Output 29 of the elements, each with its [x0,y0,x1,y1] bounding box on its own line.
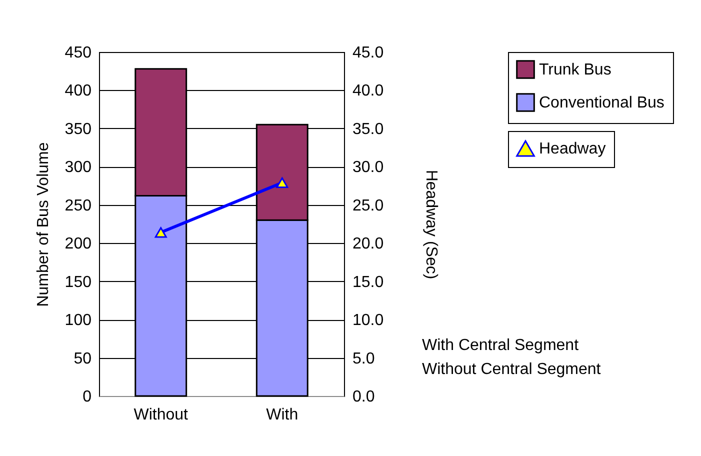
y-tick-label: 0 [82,388,92,406]
y-tick-label: 450 [64,44,92,62]
y-tick-label: 50 [74,350,92,368]
y2-tick-label: 45.0 [352,44,384,62]
y-tick-label: 300 [64,159,92,176]
y-tick-label: 150 [64,274,92,291]
text: Without Central Segment [422,361,602,378]
y2-tick-label: 10.0 [352,312,384,330]
y-tick-label: 200 [64,236,92,253]
y2-tick-label: 35.0 [352,120,384,138]
y2-tick-label: 40.0 [352,82,384,100]
y-axis-title: Number of Bus Volume [34,142,52,307]
text: With Central Segment [422,337,580,354]
x-tick-label: With [266,406,298,424]
y-tick-label: 250 [64,197,92,214]
y2-tick-label: 5.0 [352,350,375,368]
x-tick-label: Without [134,406,189,424]
legend-label: Trunk Bus [539,62,612,78]
y2-tick-label: 30.0 [352,159,384,176]
y-tick-label: 350 [64,120,92,138]
y2-axis-title: Headway (Sec) [422,170,440,280]
y-tick-label: 400 [64,82,92,100]
y2-tick-label: 25.0 [352,197,384,214]
y2-tick-label: 20.0 [352,236,384,253]
y2-tick-label: 15.0 [352,274,384,291]
legend-label: Conventional Bus [539,94,664,112]
y2-tick-label: 0.0 [352,388,375,406]
y-tick-label: 100 [64,312,92,330]
legend-label: Headway [539,140,606,158]
